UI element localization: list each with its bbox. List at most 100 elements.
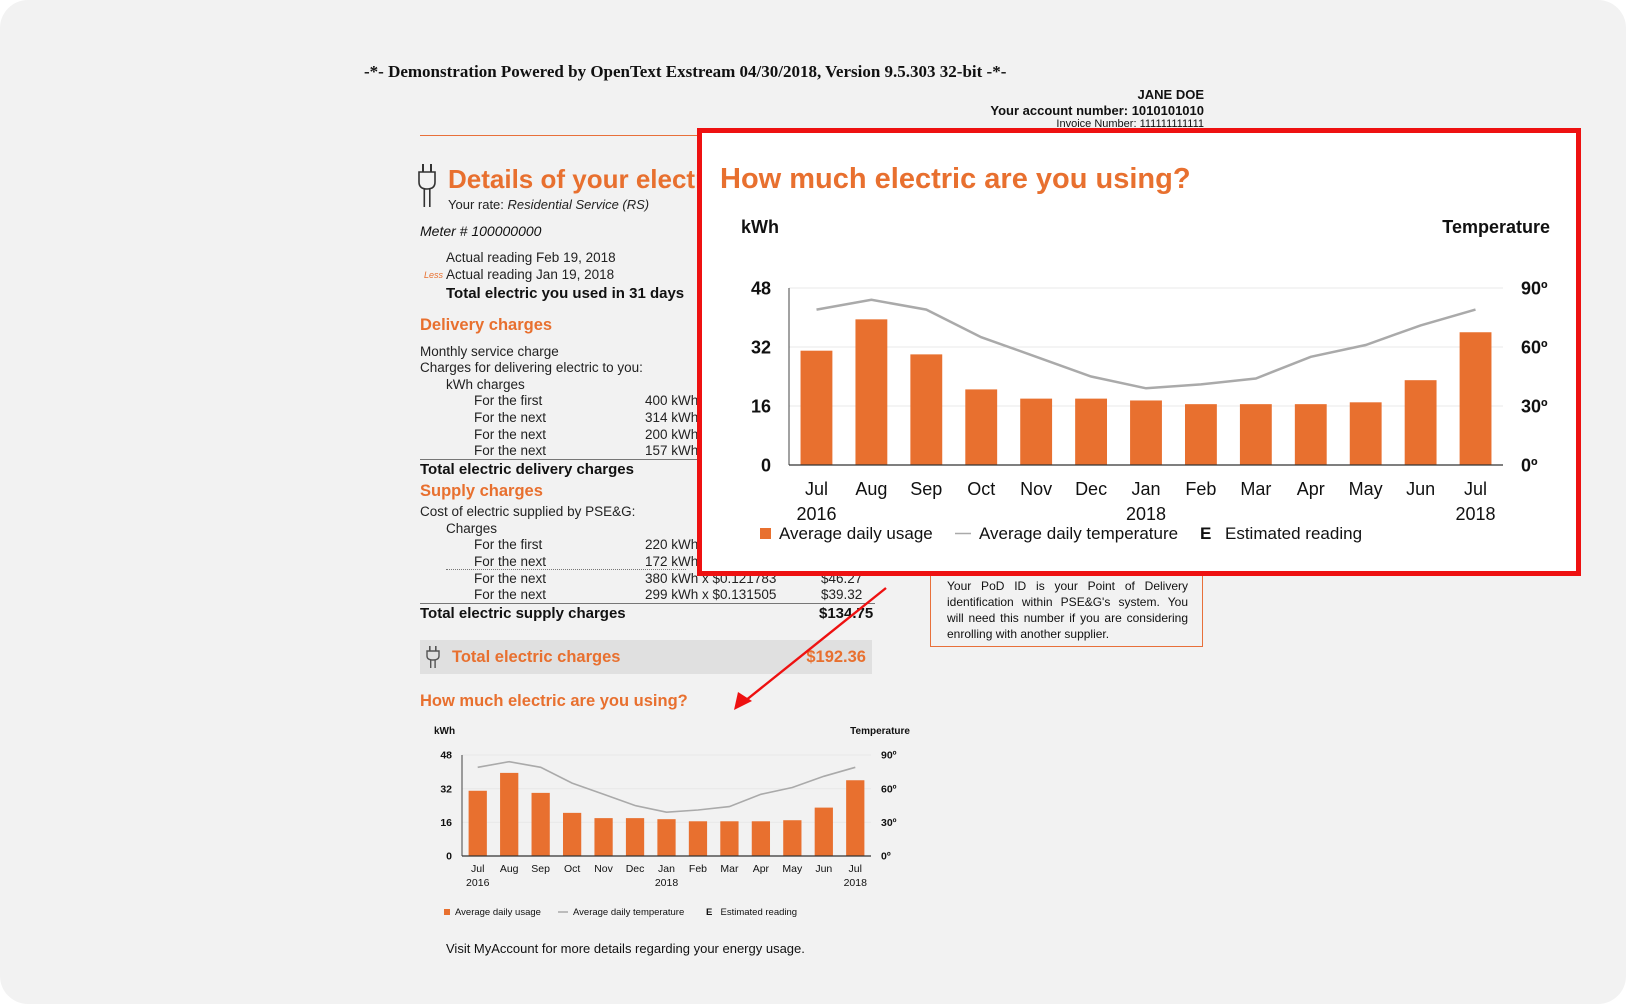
x-tick-label: Jan xyxy=(1131,479,1160,499)
less-label: Less xyxy=(424,270,444,280)
y-tick-label: 0 xyxy=(446,851,452,863)
usage-bar xyxy=(855,319,888,465)
legend-usage-swatch xyxy=(444,909,450,915)
supply-row-amount: $39.32 xyxy=(821,587,863,602)
header-divider xyxy=(420,135,875,136)
x-year-label: 2018 xyxy=(655,877,679,889)
x-year-label: 2018 xyxy=(1126,504,1166,524)
supply-total: Total electric supply charges xyxy=(420,605,626,622)
y2-axis-label: Temperature xyxy=(850,726,910,737)
customer-name: JANE DOE xyxy=(1137,87,1204,102)
y2-tick-label: 0º xyxy=(1521,455,1538,475)
y2-tick-label: 30º xyxy=(1521,396,1548,416)
monthly-service-charge: Monthly service charge xyxy=(420,344,559,359)
callout-arrow xyxy=(734,587,887,710)
usage-bar xyxy=(531,792,550,856)
usage-bar xyxy=(1075,398,1108,465)
x-tick-label: Nov xyxy=(1020,479,1052,499)
x-year-label: 2016 xyxy=(796,504,836,524)
usage-bar xyxy=(720,821,739,856)
y2-tick-label: 90º xyxy=(1521,278,1548,298)
details-heading: Details of your electr xyxy=(448,164,706,194)
usage-bar xyxy=(846,780,865,856)
legend-usage-swatch xyxy=(760,528,771,539)
usage-bar xyxy=(688,821,708,856)
usage-bar xyxy=(1404,380,1437,465)
usage-bar xyxy=(910,354,943,465)
x-year-label: 2018 xyxy=(1456,504,1496,524)
usage-bar xyxy=(1294,404,1327,465)
account-number: Your account number: 1010101010 xyxy=(990,103,1204,118)
usage-chart-large: kWh Temperature01632480º30º60º90ºJul2016A… xyxy=(741,217,1550,543)
y2-tick-label: 30º xyxy=(881,817,897,829)
x-tick-label: Feb xyxy=(689,863,707,875)
x-tick-label: May xyxy=(782,863,803,875)
usage-bar xyxy=(1349,402,1382,465)
meter-number: Meter # 100000000 xyxy=(420,223,542,239)
y2-axis-label: Temperature xyxy=(1442,217,1550,237)
x-tick-label: Oct xyxy=(564,863,580,875)
plug-icon xyxy=(418,164,436,207)
usage-bar xyxy=(562,812,582,856)
x-tick-label: Jul xyxy=(471,863,484,875)
invoice-number: Invoice Number: 111111111111 xyxy=(1056,118,1204,127)
x-year-label: 2018 xyxy=(844,877,868,889)
y-axis-label: kWh xyxy=(741,217,779,237)
x-tick-label: Feb xyxy=(1185,479,1216,499)
x-tick-label: Jun xyxy=(815,863,832,875)
total-charges-bar: Total electric charges $192.36 xyxy=(420,640,872,674)
total-charges-label: Total electric charges xyxy=(452,648,621,666)
legend-estimated-label: Estimated reading xyxy=(1225,524,1362,543)
usage-heading-small: How much electric are you using? xyxy=(420,692,688,710)
demo-banner: -*- Demonstration Powered by OpenText Ex… xyxy=(364,62,1007,81)
legend-estimated-marker: E xyxy=(1200,524,1211,543)
y2-tick-label: 90º xyxy=(881,750,897,762)
usage-bar xyxy=(814,807,833,856)
x-tick-label: Sep xyxy=(910,479,942,499)
usage-bar xyxy=(1130,400,1162,465)
usage-bar xyxy=(500,772,519,856)
supply-heading: Supply charges xyxy=(420,482,543,500)
y2-tick-label: 60º xyxy=(881,783,897,795)
y-tick-label: 32 xyxy=(751,337,771,357)
supply-row-qty: 172 kWh xyxy=(645,554,699,569)
x-tick-label: Jun xyxy=(1406,479,1435,499)
delivery-row-qty: 400 kWh xyxy=(645,393,699,408)
x-tick-label: Jul xyxy=(805,479,828,499)
usage-bar xyxy=(783,820,802,856)
x-tick-label: Jul xyxy=(849,863,862,875)
y-tick-label: 16 xyxy=(440,817,452,829)
delivery-charges-line: Charges for delivering electric to you: xyxy=(420,360,643,375)
x-tick-label: May xyxy=(1349,479,1383,499)
zoomed-chart-callout: How much electric are you using? kWh Temp… xyxy=(697,128,1581,576)
usage-bar xyxy=(625,818,645,856)
y-tick-label: 0 xyxy=(761,455,771,475)
pod-note: Your PoD ID is your Point of Delivery id… xyxy=(930,572,1203,647)
usage-bar xyxy=(751,821,771,856)
x-tick-label: Sep xyxy=(531,863,550,875)
usage-bar xyxy=(800,350,833,465)
x-tick-label: Oct xyxy=(967,479,995,499)
y-tick-label: 48 xyxy=(751,278,771,298)
total-charges-amount: $192.36 xyxy=(806,648,866,666)
x-tick-label: Nov xyxy=(594,863,613,875)
legend-temperature-label: Average daily temperature xyxy=(573,907,684,918)
usage-heading-zoom: How much electric are you using? xyxy=(720,163,1191,195)
delivery-row-qty: 314 kWh xyxy=(645,410,699,425)
x-year-label: 2016 xyxy=(466,877,490,889)
supply-cost-line: Cost of electric supplied by PSE&G: xyxy=(420,504,636,519)
y-tick-label: 32 xyxy=(440,783,452,795)
usage-bar xyxy=(657,819,676,856)
rate-label: Your rate: xyxy=(448,197,504,212)
y2-tick-label: 60º xyxy=(1521,337,1548,357)
legend-estimated-label: Estimated reading xyxy=(721,907,798,918)
x-tick-label: Dec xyxy=(626,863,645,875)
x-tick-label: Aug xyxy=(500,863,519,875)
legend-estimated-marker: E xyxy=(706,907,712,918)
delivery-total-rule xyxy=(420,459,875,460)
legend-usage-label: Average daily usage xyxy=(455,907,541,918)
temperature-line xyxy=(477,760,856,814)
usage-bar xyxy=(1459,332,1492,465)
legend-temperature-label: Average daily temperature xyxy=(979,524,1178,543)
usage-bar xyxy=(468,790,487,856)
